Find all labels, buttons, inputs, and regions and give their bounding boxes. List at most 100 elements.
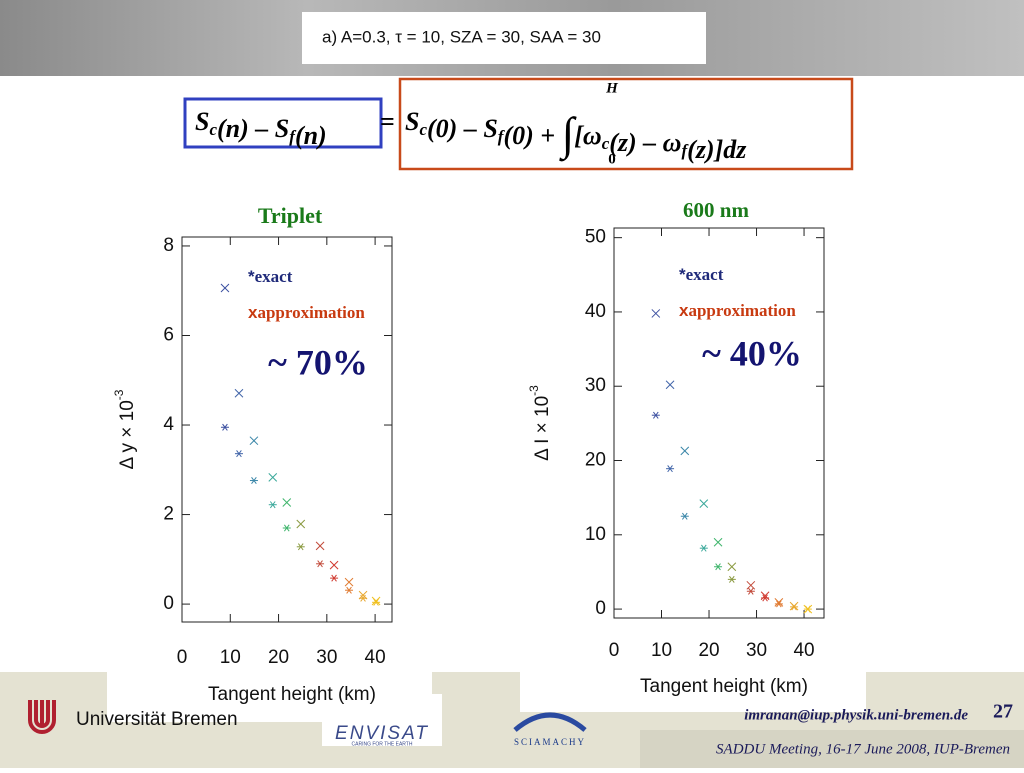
integral-sign: ∫ [559,108,577,162]
y-tick-label: 50 [585,227,606,248]
y-axis-label: Δ y × 10-3 [112,389,138,469]
x-point [268,473,278,482]
sciamachy-logo [513,712,587,732]
legend-marker: * [248,267,255,286]
marker-stroke [346,586,352,594]
equation-rhs: Sc(0) – Sf(0) + ∫[ωc(z) – ωf(z)]dz [405,107,747,164]
equation-text: (n) [295,121,327,150]
equation-text: (0) – S [427,114,498,143]
plot-frame [181,236,393,623]
x-point [315,541,325,551]
marker-stroke [371,596,381,606]
chart-title: Triplet [258,203,323,228]
legend-entry: *exact [248,267,293,287]
marker-stroke [373,598,379,606]
marker-stroke [713,537,723,547]
subscript: f [498,127,506,146]
legend-name: exact [686,265,724,284]
marker-stroke [222,423,228,431]
y-tick-label: 10 [585,524,606,545]
y-tick-label: 40 [585,301,606,322]
integral-lower: 0 [608,151,616,167]
marker-stroke [234,388,244,398]
asterisk-point [330,574,339,582]
x-point [344,577,354,587]
equation-equals: = [380,107,395,136]
marker-stroke [251,477,257,485]
x-axis-label: Tangent height (km) [208,684,376,705]
page-number: 27 [993,701,1013,723]
x-tick-label: 20 [698,640,719,661]
marker-stroke [700,544,707,552]
equation-text: S [405,107,419,136]
equation-text: (z) – ω [609,128,681,157]
asterisk-point [268,501,277,509]
x-point [220,283,230,293]
marker-stroke [715,563,721,571]
y-tick-label: 6 [163,325,174,346]
marker-stroke [667,465,673,473]
legend-marker: x [248,303,258,322]
asterisk-point [234,450,243,458]
subscript: f [289,127,297,146]
asterisk-point [680,512,689,520]
footer-strip [640,730,1024,768]
x-point [651,309,661,318]
y-tick-label: 2 [163,504,174,525]
marker-stroke [249,436,259,446]
marker-stroke [699,499,709,508]
x-axis-label: Tangent height (km) [640,676,808,697]
legend-entry: xapproximation [679,301,796,321]
y-tick-label: 30 [585,375,606,396]
marker-stroke [283,524,290,532]
x-tick-label: 30 [316,647,337,668]
y-axis-label-text: Δ I × 10 [532,396,553,461]
marker-stroke [774,598,784,607]
y-tick-label: 20 [585,450,606,471]
marker-stroke [776,600,782,608]
x-point [234,388,244,398]
asterisk-point [316,560,325,568]
plot-frame [613,227,825,619]
asterisk-point [345,586,354,594]
x-tick-label: 30 [746,640,767,661]
envisat-tagline: CARING FOR THE EARTH [352,741,413,747]
marker-stroke [268,473,278,482]
marker-stroke [653,411,659,419]
annotation: ~ 70% [268,342,368,382]
chart-title: 600 nm [683,198,749,222]
marker-stroke [729,575,735,583]
envisat: ENVISAT [335,723,429,744]
marker-stroke [760,591,770,601]
x-tick-label: 40 [365,647,386,668]
asterisk-point [746,587,755,595]
y-tick-label: 0 [595,598,606,619]
marker-stroke [727,562,737,572]
marker-stroke [269,501,276,509]
x-tick-label: 0 [609,640,620,661]
asterisk-point [774,600,783,608]
marker-stroke [331,574,337,582]
marker-stroke [803,604,813,614]
asterisk-point [249,477,258,485]
marker-stroke [789,601,799,611]
x-tick-label: 0 [177,647,188,668]
y-axis-label-sup: -3 [112,389,126,400]
annotation: ~ 40% [702,333,802,373]
legend-name: approximation [257,303,365,322]
asterisk-point [727,575,736,583]
marker-stroke [762,594,768,602]
x-tick-label: 20 [268,647,289,668]
x-point [789,601,799,611]
asterisk-point [296,543,305,551]
x-tick-label: 10 [651,640,672,661]
legend-marker: x [679,301,689,320]
equation-lhs: Sc(n) – Sf(n) [195,107,327,150]
marker-stroke [317,560,323,568]
asterisk-point [699,544,708,552]
marker-stroke [746,580,756,590]
marker-stroke [651,309,661,318]
chart-panel [107,232,432,722]
x-point [680,446,690,456]
legend-name: exact [255,267,293,286]
